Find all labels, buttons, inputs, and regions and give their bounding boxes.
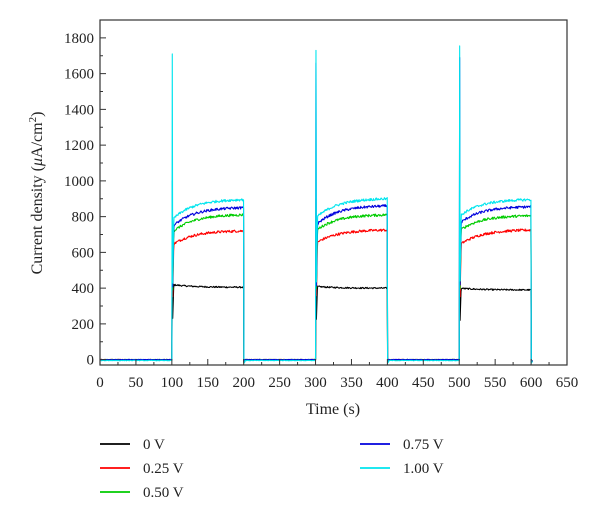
x-tick-label: 0 <box>96 375 104 391</box>
y-tick-label: 1800 <box>64 31 94 47</box>
x-tick-label: 400 <box>376 375 399 391</box>
x-tick-label: 600 <box>520 375 543 391</box>
x-tick-label: 50 <box>128 375 143 391</box>
series-line <box>100 228 533 363</box>
x-tick-label: 550 <box>484 375 507 391</box>
plot-frame <box>99 19 568 366</box>
y-tick-label: 600 <box>72 245 95 261</box>
legend-label: 0.75 V <box>403 437 444 453</box>
series-line <box>100 45 533 364</box>
y-axis-title: Current density (μA/cm2) <box>27 112 46 275</box>
y-axis: 0 200 400 600 800 1000 1200 1400 1600 1800 <box>64 31 106 369</box>
y-tick-label: 1200 <box>64 138 94 154</box>
series-line <box>100 273 533 363</box>
y-tick-label: 1600 <box>64 67 94 83</box>
y-tick-label: 400 <box>72 281 95 297</box>
x-tick-label: 450 <box>412 375 435 391</box>
y-tick-label: 1400 <box>64 102 94 118</box>
x-tick-label: 100 <box>161 375 184 391</box>
series-line <box>100 56 533 363</box>
y-tick-label: 800 <box>72 210 95 226</box>
x-tick-label: 200 <box>232 375 255 391</box>
y-tick-label: 0 <box>87 353 95 369</box>
legend-label: 0 V <box>143 437 165 453</box>
y-tick-label: 1000 <box>64 174 94 190</box>
x-tick-label: 350 <box>340 375 363 391</box>
y-tick-label: 200 <box>72 317 95 333</box>
x-tick-label: 650 <box>556 375 579 391</box>
x-tick-label: 250 <box>268 375 291 391</box>
x-tick-label: 500 <box>448 375 471 391</box>
legend-label: 0.50 V <box>143 485 184 501</box>
legend-label: 0.25 V <box>143 461 184 477</box>
series-layer <box>100 45 533 364</box>
series-line <box>100 189 533 363</box>
x-axis-title: Time (s) <box>306 401 360 418</box>
x-tick-label: 300 <box>304 375 327 391</box>
legend-label: 1.00 V <box>403 461 444 477</box>
x-tick-label: 150 <box>197 375 220 391</box>
x-axis: 0 50 100 150 200 250 300 350 400 450 500 550 600 650 <box>96 359 578 391</box>
legend: 0 V 0.25 V 0.50 V 0.75 V 1.00 V <box>100 437 444 501</box>
